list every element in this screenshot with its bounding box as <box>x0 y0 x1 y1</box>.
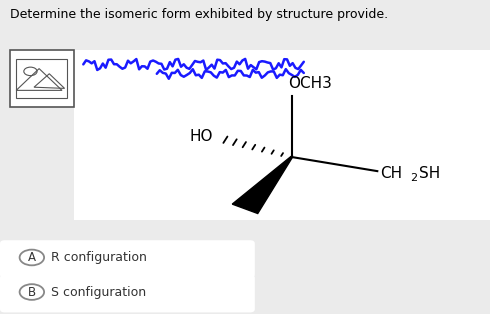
Text: SH: SH <box>419 166 440 181</box>
FancyBboxPatch shape <box>16 59 67 98</box>
Text: HO: HO <box>190 129 213 144</box>
FancyBboxPatch shape <box>10 50 74 107</box>
Text: CH: CH <box>380 166 402 181</box>
Text: 2: 2 <box>411 173 418 183</box>
Text: R configuration: R configuration <box>51 251 147 264</box>
FancyBboxPatch shape <box>0 275 255 312</box>
FancyBboxPatch shape <box>0 240 255 278</box>
Polygon shape <box>232 157 293 214</box>
Text: B: B <box>28 285 36 299</box>
FancyBboxPatch shape <box>74 50 490 220</box>
Text: Determine the isomeric form exhibited by structure provide.: Determine the isomeric form exhibited by… <box>10 8 388 21</box>
Text: A: A <box>28 251 36 264</box>
Text: OCH3: OCH3 <box>288 76 332 91</box>
Text: S configuration: S configuration <box>51 285 147 299</box>
